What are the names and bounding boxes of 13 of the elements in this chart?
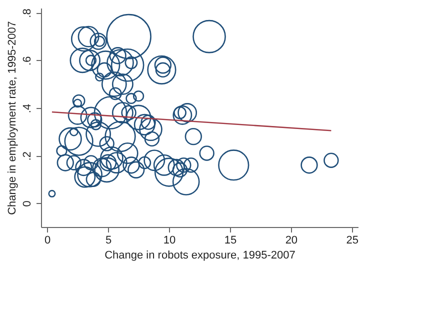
x-tick-label: 20 bbox=[285, 234, 298, 246]
y-axis-title: Change in employment rate, 1995-2007 bbox=[6, 21, 18, 215]
x-tick-label: 5 bbox=[105, 234, 112, 246]
y-tick-label: .4 bbox=[22, 104, 34, 114]
x-tick-label: 25 bbox=[346, 234, 359, 246]
y-tick-label: .8 bbox=[22, 8, 34, 18]
x-axis-title: Change in robots exposure, 1995-2007 bbox=[104, 250, 296, 262]
x-tick-label: 15 bbox=[224, 234, 237, 246]
y-tick-label: .2 bbox=[22, 151, 34, 161]
y-tick-label: .6 bbox=[22, 56, 34, 66]
x-tick-label: 10 bbox=[163, 234, 176, 246]
x-tick-label: 0 bbox=[44, 234, 51, 246]
y-tick-label: 0 bbox=[22, 200, 34, 207]
